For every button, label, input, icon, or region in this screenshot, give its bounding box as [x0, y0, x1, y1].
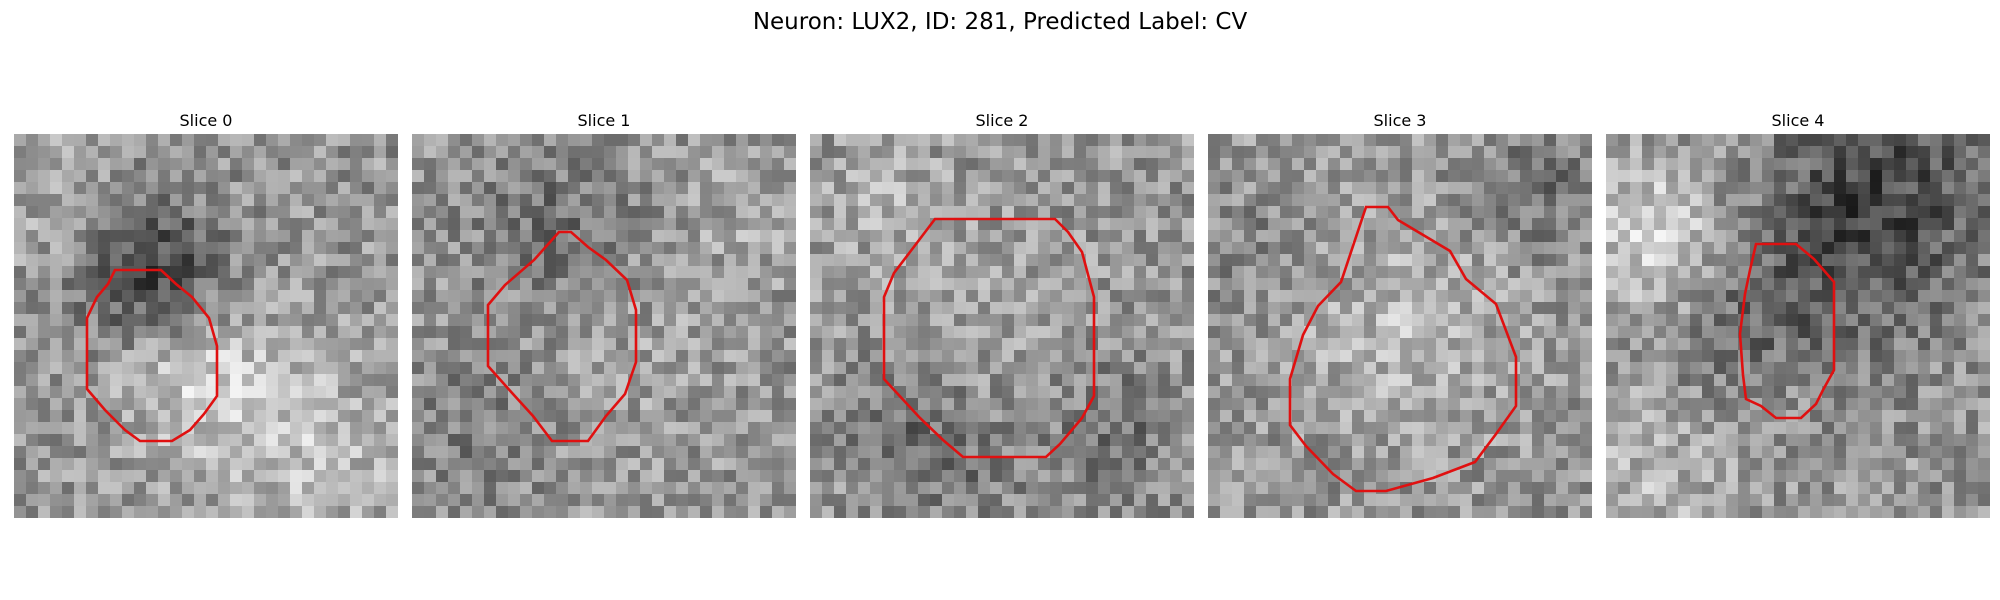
slice-title: Slice 4 [1771, 111, 1825, 130]
figure-title: Neuron: LUX2, ID: 281, Predicted Label: … [752, 9, 1248, 35]
slice-panel-1: Slice 1 [412, 108, 796, 518]
slice-title: Slice 2 [975, 111, 1029, 130]
roi-contour [882, 217, 1096, 459]
roi-contour [1738, 242, 1836, 420]
slice-panel-2: Slice 2 [810, 108, 1194, 518]
slice-image [14, 134, 398, 518]
slice-panel-3: Slice 3 [1208, 108, 1592, 518]
roi-contour [1288, 205, 1518, 493]
microscopy-image [810, 134, 1194, 518]
slice-image [412, 134, 796, 518]
microscopy-image [1208, 134, 1592, 518]
slice-title: Slice 1 [577, 111, 631, 130]
slice-title: Slice 3 [1373, 111, 1427, 130]
slice-panel-0: Slice 0 [14, 108, 398, 518]
slice-image [1208, 134, 1592, 518]
slice-image [810, 134, 1194, 518]
slice-panel-4: Slice 4 [1606, 108, 1990, 518]
roi-contour [486, 230, 638, 443]
slice-title: Slice 0 [179, 111, 233, 130]
microscopy-image [412, 134, 796, 518]
microscopy-image [14, 134, 398, 518]
roi-contour [85, 268, 219, 443]
slice-image [1606, 134, 1990, 518]
microscopy-image [1606, 134, 1990, 518]
